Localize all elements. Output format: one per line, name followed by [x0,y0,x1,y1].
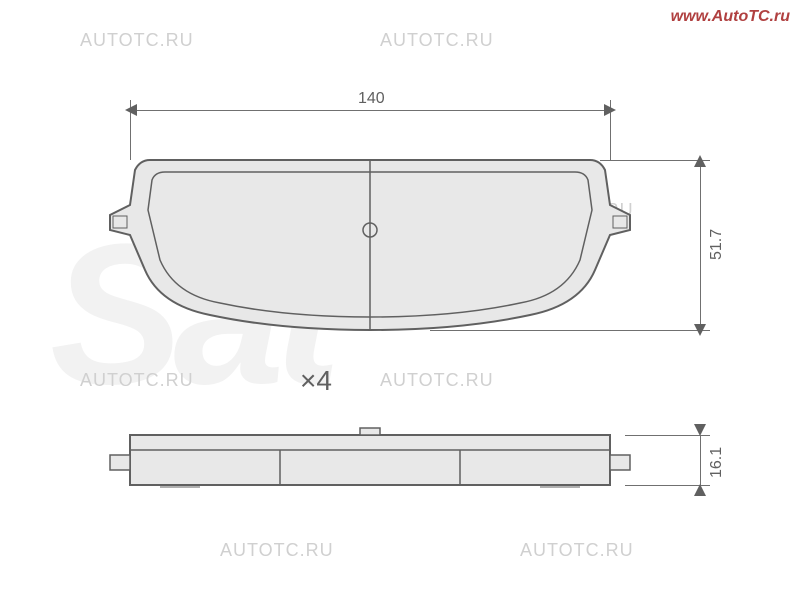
height-dim-line [700,160,701,330]
brake-pad-front-view [100,120,640,340]
thick-dim-line [700,435,701,485]
watermark-2: AUTOTC.RU [380,30,494,51]
watermark-8: AUTOTC.RU [520,540,634,561]
quantity-multiplier: ×4 [300,365,332,397]
site-url: www.AutoTC.ru [671,8,790,26]
thickness-dimension: 16.1 [708,447,726,478]
brake-pad-side-view [100,420,640,500]
watermark-1: AUTOTC.RU [80,30,194,51]
height-ext-bot [430,330,710,331]
watermark-6: AUTOTC.RU [380,370,494,391]
width-dimension: 140 [358,90,385,108]
watermark-7: AUTOTC.RU [220,540,334,561]
width-dim-line [130,110,610,111]
height-dimension: 51.7 [708,229,726,260]
